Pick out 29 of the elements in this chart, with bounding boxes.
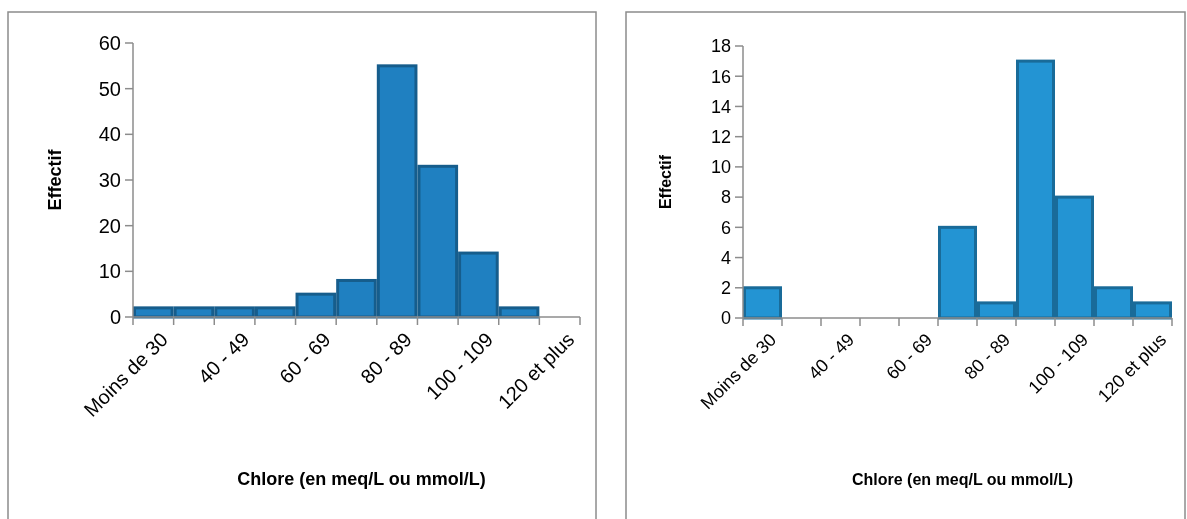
x-tick-label: 80 - 89 xyxy=(960,329,1015,384)
y-tick-label: 2 xyxy=(720,278,731,299)
x-axis-title: Chlore (en meq/L ou mmol/L) xyxy=(851,471,1074,488)
x-tick-label: 60 - 69 xyxy=(275,328,335,388)
y-tick-label: 0 xyxy=(720,308,731,329)
y-tick-label: 30 xyxy=(98,169,121,191)
y-tick-label: 10 xyxy=(710,157,731,178)
y-tick-label: 10 xyxy=(98,260,121,283)
y-tick-label: 4 xyxy=(720,247,731,268)
x-axis-title: Chlore (en meq/L ou mmol/L) xyxy=(237,469,486,489)
y-tick-label: 0 xyxy=(109,306,121,328)
x-tick-label: 60 - 69 xyxy=(882,329,937,384)
bar xyxy=(743,286,782,320)
y-tick-label: 12 xyxy=(710,126,731,147)
x-tick-label: 80 - 89 xyxy=(356,328,416,388)
y-tick-label: 16 xyxy=(710,66,731,87)
y-tick-label: 18 xyxy=(710,36,731,57)
x-tick-label: 40 - 49 xyxy=(193,328,254,388)
y-axis-title: Effectif xyxy=(45,148,65,211)
y-tick-label: 20 xyxy=(98,214,121,237)
y-axis-title: Effectif xyxy=(657,154,674,210)
y-tick-label: 50 xyxy=(98,77,121,100)
y-tick-label: 6 xyxy=(720,217,731,238)
y-tick-label: 8 xyxy=(720,187,731,208)
x-tick-label: 40 - 49 xyxy=(804,329,859,384)
y-tick-label: 60 xyxy=(98,32,121,54)
y-tick-label: 40 xyxy=(98,123,121,146)
x-tick-label: 100 - 109 xyxy=(1024,329,1093,398)
y-tick-label: 14 xyxy=(710,96,731,117)
